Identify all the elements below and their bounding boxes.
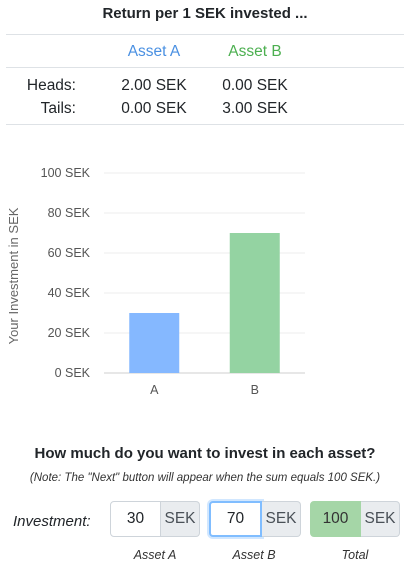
asset-a-caption: Asset A <box>133 548 177 562</box>
next-button-note: (Note: The "Next" button will appear whe… <box>29 472 381 484</box>
asset-b-unit: SEK <box>262 501 301 537</box>
x-tick-label: B <box>251 383 259 397</box>
asset-a-investment-input[interactable]: 30 <box>110 501 161 537</box>
total-caption: Total <box>341 548 369 562</box>
investment-question: How much do you want to invest in each a… <box>34 445 376 462</box>
y-tick-label: 60 SEK <box>48 246 91 260</box>
row-label-heads: Heads: <box>26 77 76 94</box>
heads-asset-b-return: 0.00 SEK <box>222 77 288 94</box>
tails-asset-b-return: 3.00 SEK <box>222 100 288 117</box>
bar-a <box>129 313 180 373</box>
asset-b-caption: Asset B <box>232 548 276 562</box>
row-label-tails: Tails: <box>40 100 76 117</box>
column-header-asset-b: Asset B <box>228 43 282 60</box>
asset-a-input-group: 30 SEK <box>110 501 200 537</box>
x-tick-label: A <box>150 383 159 397</box>
heads-asset-a-return: 2.00 SEK <box>121 77 187 94</box>
divider <box>6 124 404 125</box>
total-unit: SEK <box>361 501 400 537</box>
y-tick-label: 100 SEK <box>41 166 91 180</box>
page-title: Return per 1 SEK invested ... <box>102 5 308 22</box>
bar-b <box>229 233 280 373</box>
y-tick-label: 20 SEK <box>48 326 91 340</box>
asset-a-unit: SEK <box>161 501 200 537</box>
y-tick-label: 0 SEK <box>55 366 91 380</box>
column-header-asset-a: Asset A <box>127 43 181 60</box>
asset-b-input-group: 70 SEK <box>209 501 301 537</box>
investment-label: Investment: <box>13 513 91 530</box>
y-tick-label: 80 SEK <box>48 206 91 220</box>
total-value: 100 <box>310 501 361 537</box>
y-axis-title: Your Investment in SEK <box>6 207 21 344</box>
y-tick-label: 40 SEK <box>48 286 91 300</box>
asset-b-investment-input[interactable]: 70 <box>209 501 262 537</box>
total-group: 100 SEK <box>310 501 400 537</box>
tails-asset-a-return: 0.00 SEK <box>121 100 187 117</box>
divider <box>6 67 404 68</box>
divider <box>6 34 404 35</box>
